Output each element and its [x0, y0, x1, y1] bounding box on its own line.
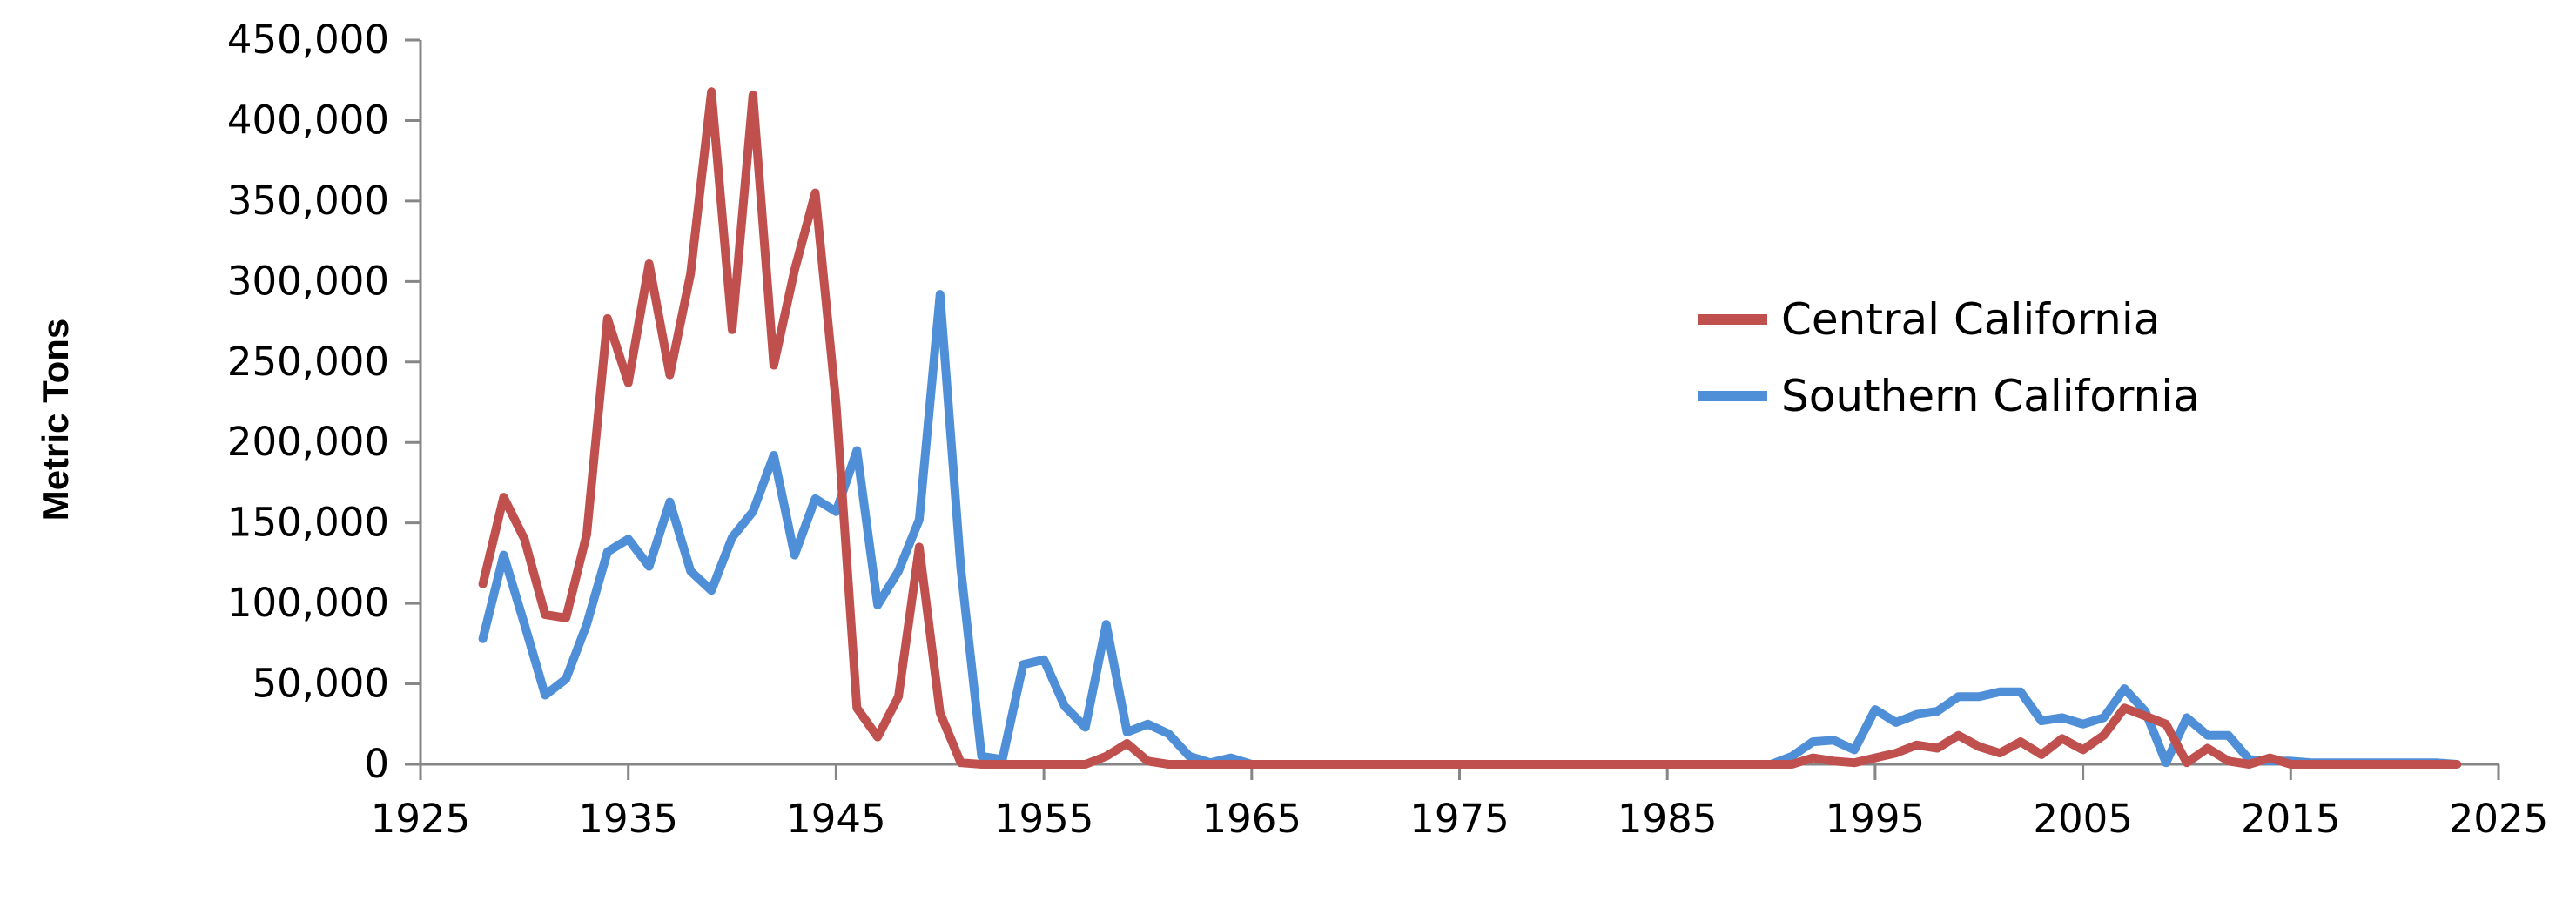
y-tick-label: 100,000	[227, 580, 389, 626]
y-tick-label: 400,000	[227, 97, 389, 143]
x-tick-label: 2025	[2449, 796, 2549, 842]
y-axis-title: Metric Tons	[35, 319, 76, 521]
x-tick-label: 1925	[371, 796, 471, 842]
legend-label-southern-california: Southern California	[1781, 371, 2200, 421]
series-line-southern-california	[478, 290, 2462, 769]
x-axis-ticks: 1925 1935 1945 1955 1965 1975 1985 1995 2005 2015…	[371, 764, 2549, 842]
x-tick-label: 1975	[1409, 796, 1510, 842]
x-tick-label: 1935	[578, 796, 678, 842]
y-tick-label: 350,000	[227, 178, 389, 224]
y-tick-label: 150,000	[227, 500, 389, 546]
x-tick-label: 1985	[1618, 796, 1718, 842]
y-axis-ticks: 0 50,000 100,000 150,000 200,000 250,000 300,0…	[227, 17, 420, 787]
legend: Central California Southern California	[1698, 294, 2200, 421]
y-tick-label: 250,000	[227, 339, 389, 385]
x-tick-label: 1945	[786, 796, 886, 842]
data-series	[478, 87, 2462, 769]
x-tick-label: 1955	[994, 796, 1094, 842]
x-tick-label: 2015	[2241, 796, 2341, 842]
x-tick-label: 2005	[2033, 796, 2133, 842]
y-tick-label: 200,000	[227, 419, 389, 465]
series-line-central-california	[478, 87, 2462, 769]
legend-label-central-california: Central California	[1781, 294, 2160, 345]
x-tick-label: 1995	[1826, 796, 1926, 842]
y-tick-label: 450,000	[227, 17, 389, 63]
y-tick-label: 300,000	[227, 258, 389, 304]
x-tick-label: 1965	[1202, 796, 1302, 842]
y-tick-label: 0	[364, 741, 389, 787]
y-tick-label: 50,000	[252, 661, 389, 707]
